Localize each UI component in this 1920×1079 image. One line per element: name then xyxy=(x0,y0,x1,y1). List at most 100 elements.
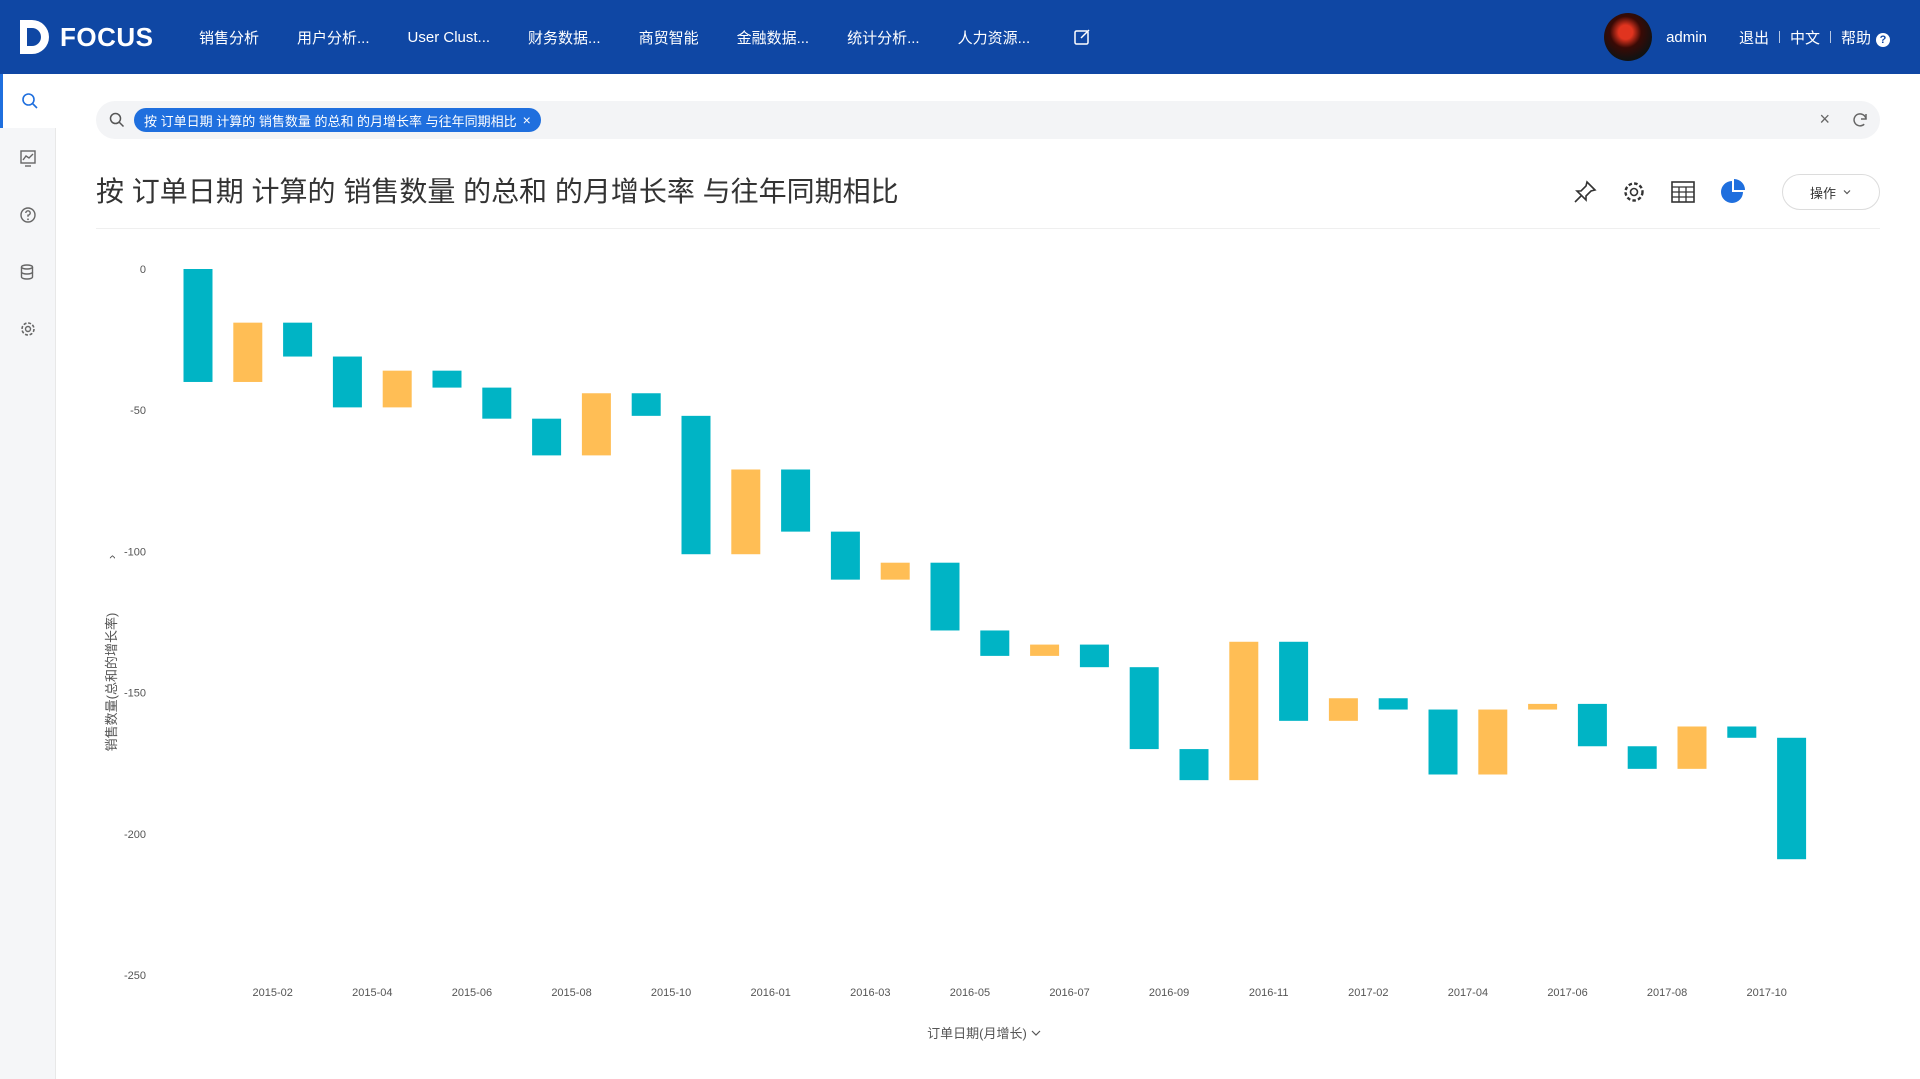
waterfall-bar[interactable] xyxy=(830,531,860,580)
dashboard-icon xyxy=(20,150,36,167)
separator xyxy=(1778,31,1780,43)
search-icon xyxy=(109,112,125,128)
settings-icon xyxy=(21,322,35,336)
waterfall-bar[interactable] xyxy=(1478,709,1508,775)
table-icon[interactable] xyxy=(1670,179,1696,205)
chart-toolbar xyxy=(1572,172,1768,212)
user-name[interactable]: admin xyxy=(1666,28,1707,46)
sidebar-item-help[interactable] xyxy=(0,188,56,242)
waterfall-bar[interactable] xyxy=(1079,644,1109,668)
y-tick-label: -100 xyxy=(124,546,146,558)
waterfall-bar[interactable] xyxy=(581,393,611,456)
nav-item-business-intelligence[interactable]: 商贸智能 xyxy=(638,29,699,47)
sidebar-item-settings[interactable] xyxy=(0,302,56,356)
waterfall-bar[interactable] xyxy=(1229,641,1259,781)
waterfall-bar[interactable] xyxy=(1677,726,1707,769)
waterfall-bar[interactable] xyxy=(482,387,512,419)
logout-link[interactable]: 退出 xyxy=(1738,29,1769,47)
waterfall-bar[interactable] xyxy=(1279,641,1309,721)
refresh-icon[interactable] xyxy=(1850,110,1870,130)
y-axis-title-chevron[interactable]: › xyxy=(104,555,119,559)
waterfall-bar[interactable] xyxy=(1627,746,1657,769)
nav-item-hr[interactable]: 人力资源... xyxy=(957,29,1031,47)
x-axis-title[interactable]: 订单日期(月增长) xyxy=(927,1026,1027,1041)
logo-text: FOCUS xyxy=(60,21,154,52)
sidebar-item-search[interactable] xyxy=(0,74,56,128)
waterfall-bar[interactable] xyxy=(930,562,960,631)
x-tick-label: 2016-03 xyxy=(850,987,890,999)
x-tick-label: 2016-11 xyxy=(1249,987,1289,999)
bars xyxy=(183,269,1807,860)
edit-icon[interactable] xyxy=(1073,28,1091,46)
top-navigation-bar: FOCUS 销售分析 用户分析... User Clust... 财务数据...… xyxy=(0,0,1920,74)
waterfall-bar[interactable] xyxy=(1328,698,1358,721)
y-axis-ticks: 0 -50 -100 -150 -200 -250 xyxy=(124,264,146,982)
nav-item-financial-data[interactable]: 金融数据... xyxy=(736,29,810,47)
help-link[interactable]: 帮助? xyxy=(1841,27,1890,48)
waterfall-bar[interactable] xyxy=(283,322,313,357)
waterfall-bar[interactable] xyxy=(980,630,1010,656)
x-tick-label: 2015-10 xyxy=(651,987,691,999)
waterfall-bar[interactable] xyxy=(382,370,412,408)
waterfall-bar[interactable] xyxy=(1428,709,1458,775)
waterfall-bar[interactable] xyxy=(681,415,711,555)
x-axis-ticks: 2015-02 2015-04 2015-06 2015-08 2015-10 2016-… xyxy=(253,987,1787,999)
waterfall-bar[interactable] xyxy=(880,562,910,580)
waterfall-bar[interactable] xyxy=(1577,703,1607,747)
search-bar[interactable]: 按 订单日期 计算的 销售数量 的总和 的月增长率 与往年同期相比 × × xyxy=(96,101,1880,139)
separator xyxy=(1829,31,1831,43)
waterfall-bar[interactable] xyxy=(1727,726,1757,738)
waterfall-bar[interactable] xyxy=(332,356,362,408)
x-tick-label: 2017-06 xyxy=(1547,987,1587,999)
waterfall-bar[interactable] xyxy=(731,469,761,555)
y-tick-label: -50 xyxy=(130,405,146,417)
nav-item-statistics[interactable]: 统计分析... xyxy=(847,29,920,47)
sidebar-item-dashboard[interactable] xyxy=(0,131,56,185)
token-close-icon[interactable]: × xyxy=(522,112,531,128)
pin-icon[interactable] xyxy=(1572,179,1598,205)
x-axis-title-chevron-icon[interactable] xyxy=(1031,1030,1041,1036)
help-label: 帮助 xyxy=(1840,29,1871,47)
app-logo[interactable]: FOCUS xyxy=(18,18,154,56)
y-tick-label: -250 xyxy=(124,970,146,982)
waterfall-bar[interactable] xyxy=(1129,667,1159,750)
waterfall-bar[interactable] xyxy=(1528,703,1558,710)
avatar[interactable] xyxy=(1604,13,1653,61)
waterfall-bar[interactable] xyxy=(781,469,811,532)
nav-item-user-analysis[interactable]: 用户分析... xyxy=(297,29,370,47)
waterfall-bar[interactable] xyxy=(432,370,462,388)
waterfall-bar[interactable] xyxy=(532,418,562,456)
x-tick-label: 2015-02 xyxy=(253,987,293,999)
sidebar-item-database[interactable] xyxy=(0,245,56,299)
main-nav: 销售分析 用户分析... User Clust... 财务数据... 商贸智能 … xyxy=(180,0,1091,74)
waterfall-bar[interactable] xyxy=(1777,737,1807,860)
x-tick-label: 2015-08 xyxy=(551,987,591,999)
pie-chart-icon[interactable] xyxy=(1719,179,1745,205)
waterfall-bar[interactable] xyxy=(1179,749,1209,781)
x-tick-label: 2017-08 xyxy=(1647,987,1687,999)
operations-label: 操作 xyxy=(1809,185,1836,201)
search-token-label: 按 订单日期 计算的 销售数量 的总和 的月增长率 与往年同期相比 xyxy=(144,113,517,129)
waterfall-bar[interactable] xyxy=(1378,698,1408,710)
x-tick-label: 2016-05 xyxy=(950,987,990,999)
x-tick-label: 2015-04 xyxy=(352,987,392,999)
waterfall-bar[interactable] xyxy=(233,322,263,382)
y-tick-label: -200 xyxy=(124,829,146,841)
x-tick-label: 2017-04 xyxy=(1448,987,1488,999)
waterfall-bar[interactable] xyxy=(183,269,213,382)
operations-button[interactable]: 操作 xyxy=(1782,174,1880,210)
waterfall-bar[interactable] xyxy=(1030,644,1060,656)
clear-search-icon[interactable]: × xyxy=(1819,109,1830,129)
y-axis-title[interactable]: 销售数量(总和的增长率) xyxy=(104,613,119,752)
search-token[interactable]: 按 订单日期 计算的 销售数量 的总和 的月增长率 与往年同期相比 × xyxy=(134,108,541,132)
nav-item-user-cluster[interactable]: User Clust... xyxy=(407,28,491,46)
settings-icon[interactable] xyxy=(1621,179,1647,205)
title-divider xyxy=(96,228,1880,229)
language-switch[interactable]: 中文 xyxy=(1789,29,1820,47)
nav-item-sales-analysis[interactable]: 销售分析 xyxy=(199,29,260,47)
x-tick-label: 2015-06 xyxy=(452,987,492,999)
left-sidebar xyxy=(0,74,56,1079)
nav-item-finance-data[interactable]: 财务数据... xyxy=(528,29,601,47)
waterfall-bar[interactable] xyxy=(631,393,661,416)
x-tick-label: 2016-09 xyxy=(1149,987,1189,999)
